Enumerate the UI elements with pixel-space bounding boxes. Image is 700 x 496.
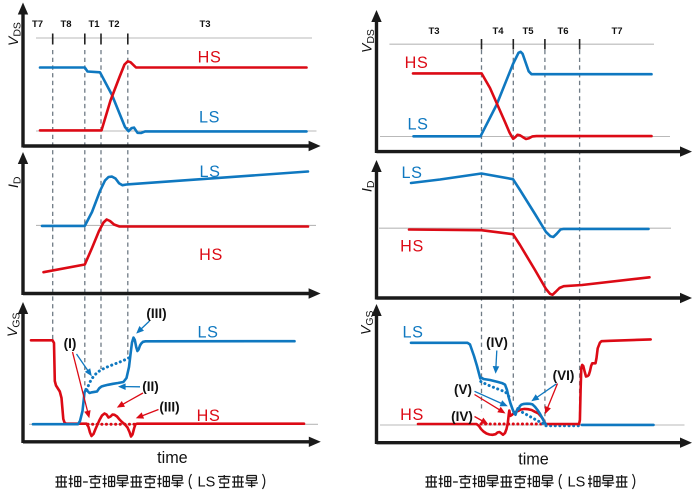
svg-text:LS: LS bbox=[200, 163, 221, 181]
svg-text:(I): (I) bbox=[64, 336, 77, 351]
svg-text:VGS: VGS bbox=[358, 310, 377, 335]
svg-text:T7: T7 bbox=[32, 19, 43, 30]
svg-text:LS: LS bbox=[199, 109, 220, 127]
svg-text:VGS: VGS bbox=[4, 312, 23, 337]
svg-text:ID: ID bbox=[5, 176, 24, 188]
svg-text:HS: HS bbox=[198, 49, 222, 67]
svg-text:(III): (III) bbox=[159, 400, 179, 415]
svg-text:HS: HS bbox=[197, 407, 221, 425]
svg-text:T7: T7 bbox=[611, 26, 622, 37]
svg-text:LS: LS bbox=[198, 475, 216, 491]
svg-text:(VI): (VI) bbox=[553, 368, 575, 383]
svg-text:T5: T5 bbox=[522, 26, 534, 37]
svg-text:T6: T6 bbox=[557, 26, 568, 37]
svg-text:T3: T3 bbox=[199, 19, 210, 30]
svg-text:(IV): (IV) bbox=[451, 409, 473, 424]
svg-text:(II): (II) bbox=[142, 379, 159, 394]
svg-text:(V): (V) bbox=[454, 382, 472, 397]
svg-text:T8: T8 bbox=[60, 19, 71, 30]
svg-text:LS: LS bbox=[402, 164, 423, 182]
svg-text:HS: HS bbox=[400, 238, 424, 256]
svg-text:HS: HS bbox=[199, 246, 223, 264]
svg-text:time: time bbox=[518, 451, 549, 469]
svg-text:VDS: VDS bbox=[5, 22, 24, 46]
svg-text:T1: T1 bbox=[88, 19, 100, 30]
svg-text:time: time bbox=[157, 449, 188, 467]
svg-text:LS: LS bbox=[408, 116, 429, 134]
svg-text:LS: LS bbox=[403, 324, 424, 342]
svg-text:T2: T2 bbox=[108, 19, 119, 30]
svg-text:T3: T3 bbox=[428, 26, 439, 37]
svg-text:HS: HS bbox=[405, 54, 429, 72]
svg-text:VDS: VDS bbox=[359, 29, 378, 53]
svg-text:LS: LS bbox=[568, 475, 586, 491]
svg-text:LS: LS bbox=[198, 324, 219, 342]
svg-text:(IV): (IV) bbox=[486, 335, 508, 350]
svg-text:ID: ID bbox=[359, 180, 378, 192]
svg-text:HS: HS bbox=[400, 406, 424, 424]
svg-text:T4: T4 bbox=[492, 26, 504, 37]
svg-text:(III): (III) bbox=[146, 306, 166, 321]
